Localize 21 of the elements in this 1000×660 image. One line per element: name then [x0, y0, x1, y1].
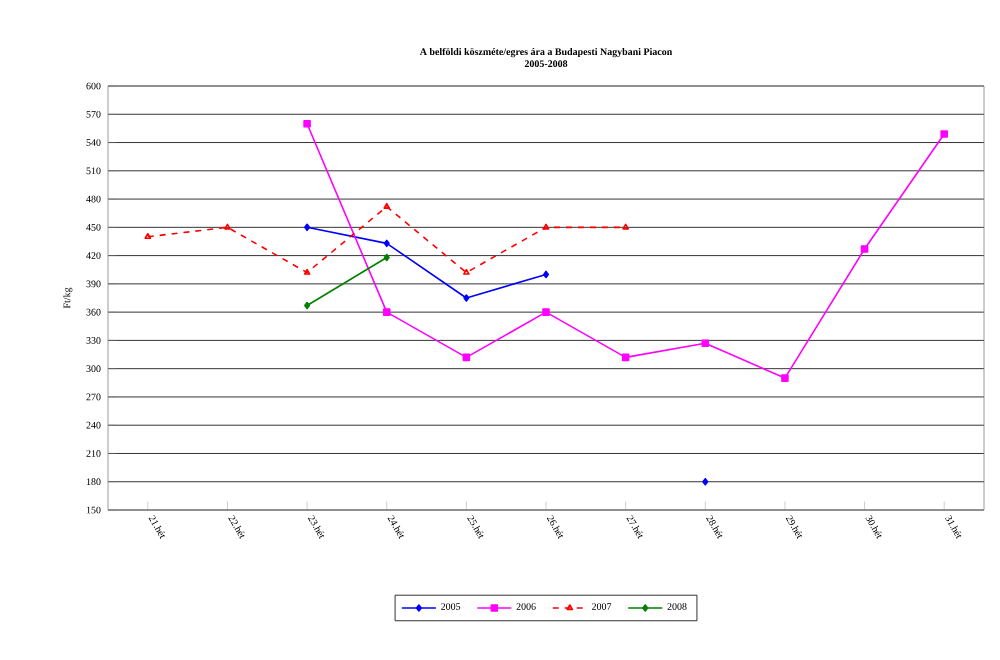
point [383, 253, 390, 262]
point [303, 119, 311, 128]
point [702, 477, 709, 486]
point [622, 223, 630, 230]
point [383, 239, 390, 248]
point [781, 374, 789, 382]
point [542, 308, 550, 316]
point [304, 301, 311, 310]
point [542, 270, 550, 279]
point [860, 245, 869, 253]
point [382, 308, 391, 316]
point [144, 232, 152, 240]
point [462, 268, 470, 275]
point [303, 268, 311, 275]
point [224, 223, 231, 230]
point [940, 130, 948, 138]
point [304, 223, 311, 232]
point [463, 294, 470, 302]
point [383, 202, 391, 209]
point [701, 339, 710, 348]
point [542, 223, 550, 230]
